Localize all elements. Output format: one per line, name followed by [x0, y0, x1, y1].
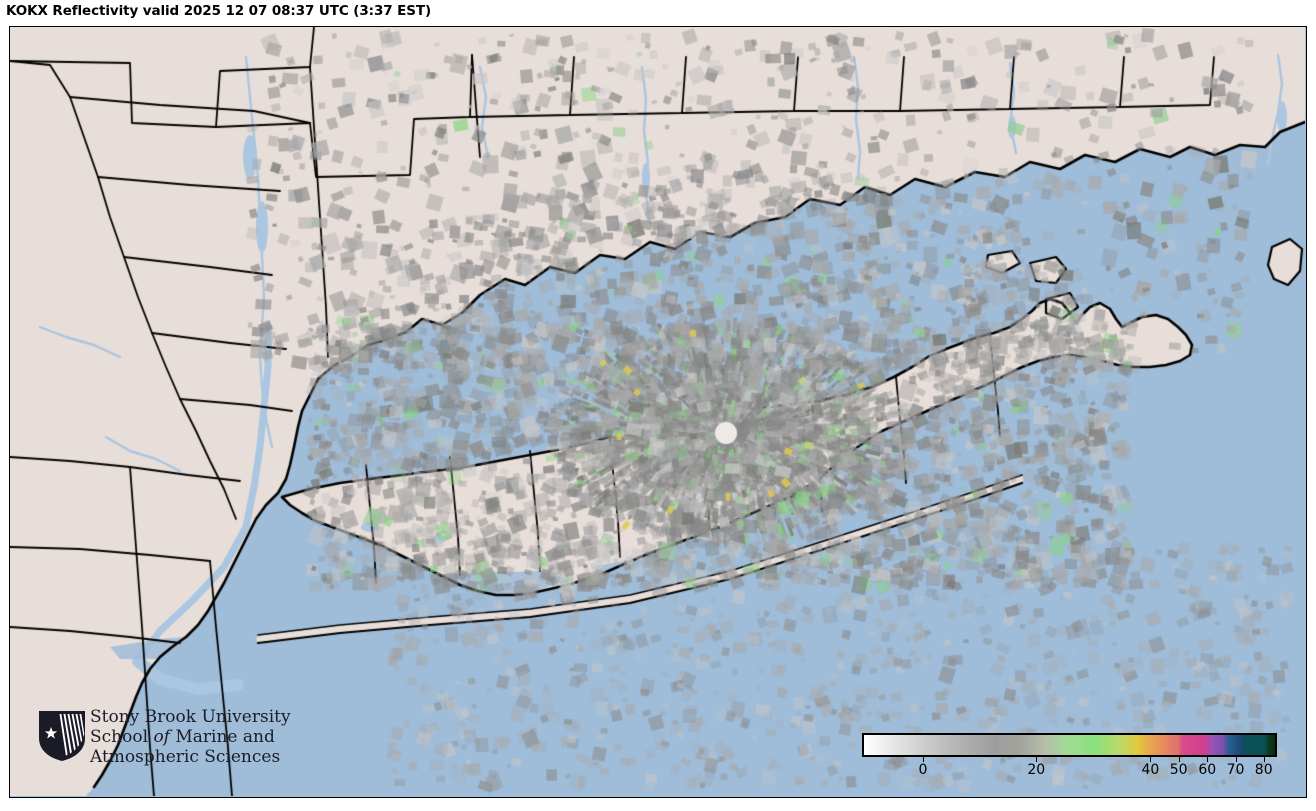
logo-line-2-a: School — [90, 726, 154, 747]
colorbar-tick-label: 20 — [1027, 762, 1046, 778]
radar-map-canvas[interactable] — [10, 27, 1305, 796]
page-title: KOKX Reflectivity valid 2025 12 07 08:37… — [6, 3, 432, 19]
colorbar-tick — [923, 757, 924, 762]
colorbar-tick-labels: 0 20 40 50 60 70 80 — [862, 757, 1277, 779]
colorbar-tick — [1235, 757, 1237, 762]
map-frame[interactable] — [9, 26, 1307, 798]
title-bar: KOKX Reflectivity valid 2025 12 07 08:37… — [0, 0, 1316, 26]
colorbar-tick — [1263, 757, 1265, 762]
colorbar-tick-label: 60 — [1198, 762, 1217, 778]
colorbar-gradient — [862, 733, 1277, 757]
colorbar-tick — [1178, 757, 1180, 762]
colorbar-tick-label: 50 — [1169, 762, 1188, 778]
logo-line-2: School of Marine and — [90, 726, 305, 748]
logo-line-1: Stony Brook University — [90, 707, 291, 727]
colorbar-tick — [1036, 757, 1038, 762]
stony-brook-logo: Stony Brook University School of Marine … — [38, 707, 308, 788]
shield-icon — [39, 711, 85, 761]
colorbar-tick — [1150, 757, 1152, 762]
colorbar-tick-label: 0 — [918, 762, 928, 778]
colorbar-tick-label: 70 — [1226, 762, 1245, 778]
logo-line-3: Atmospheric Sciences — [90, 746, 281, 767]
colorbar-tick-label: 40 — [1141, 762, 1160, 778]
colorbar-tick — [1207, 757, 1209, 762]
logo-line-2-b: of — [153, 726, 170, 747]
logo-text-block: Stony Brook University School of Marine … — [90, 707, 305, 768]
logo-line-2-c: Marine and — [169, 726, 275, 747]
reflectivity-colorbar: 0 20 40 50 60 70 80 — [862, 733, 1287, 778]
colorbar-tick-label: 80 — [1254, 762, 1273, 778]
